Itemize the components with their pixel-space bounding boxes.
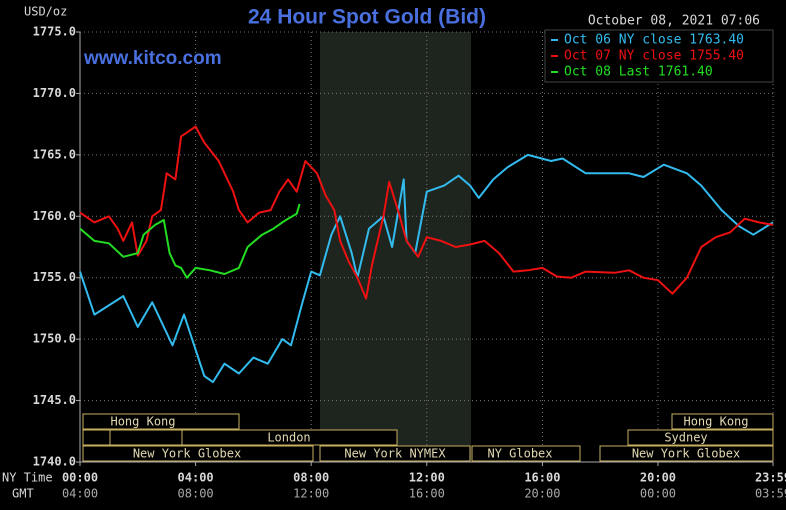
session-box (82, 413, 240, 430)
session-label: New York Globex (632, 447, 740, 461)
session-label: Sydney (664, 431, 707, 445)
session-box (181, 429, 398, 446)
session-bars: Hong Kong London New York Globex New Yor… (82, 413, 774, 462)
y-tick-label: 1765.0 (33, 147, 76, 161)
timestamp: October 08, 2021 07:06 (588, 14, 760, 29)
x2-tick-label: 16:00 (409, 487, 445, 501)
session-label: New York NYMEX (344, 447, 446, 461)
x2-tick-label: 12:00 (293, 487, 329, 501)
y-tick-label: 1755.0 (33, 270, 76, 284)
y-tick-label: 1770.0 (33, 86, 76, 100)
session-box (627, 429, 774, 446)
session-label: London (267, 431, 310, 445)
y-tick-label: 1750.0 (33, 332, 76, 346)
legend-entry: Oct 07 NY close 1755.40 (564, 49, 744, 64)
session-label: NY Globex (487, 447, 552, 461)
x-tick-label: 00:00 (62, 471, 98, 485)
legend-entry: Oct 06 NY close 1763.40 (564, 33, 744, 48)
series-line (79, 203, 301, 279)
market-hours-shade (320, 32, 471, 462)
x-tick-label: 16:00 (524, 471, 560, 485)
watermark: www.kitco.com (83, 48, 222, 69)
session-label: New York Globex (133, 447, 241, 461)
session-box (471, 445, 581, 462)
session-box (319, 445, 471, 462)
x-tick-label: 20:00 (640, 471, 676, 485)
y-tick-label: 1760.0 (33, 209, 76, 223)
x-tick-label: 08:00 (293, 471, 329, 485)
series-line (79, 153, 774, 384)
y-tick-label: 1775.0 (33, 25, 76, 39)
legend-entry: Oct 08 Last 1761.40 (564, 65, 713, 80)
x2-tick-label: 00:00 (640, 487, 676, 501)
session-box (599, 445, 774, 462)
x-tick-label: 23:59 (755, 471, 786, 485)
x2-tick-label: 08:00 (178, 487, 214, 501)
session-box (671, 413, 774, 430)
session-label: Hong Kong (110, 415, 175, 429)
session-box (82, 429, 111, 446)
chart-title: 24 Hour Spot Gold (Bid) (248, 6, 486, 29)
y-tick-label: 1740.0 (33, 455, 76, 469)
session-label: Hong Kong (683, 415, 748, 429)
x-row-label: NY Time (2, 471, 53, 485)
session-box (109, 429, 183, 446)
y-axis-label: USD/oz (24, 5, 67, 19)
x2-row-label: GMT (12, 487, 34, 501)
series-line (79, 125, 774, 300)
legend (544, 29, 774, 83)
x-tick-label: 04:00 (178, 471, 214, 485)
x2-tick-label: 04:00 (62, 487, 98, 501)
x2-tick-label: 03:59 (755, 487, 786, 501)
x2-tick-label: 20:00 (524, 487, 560, 501)
x-tick-label: 12:00 (409, 471, 445, 485)
session-box (82, 445, 314, 462)
y-tick-label: 1745.0 (33, 393, 76, 407)
